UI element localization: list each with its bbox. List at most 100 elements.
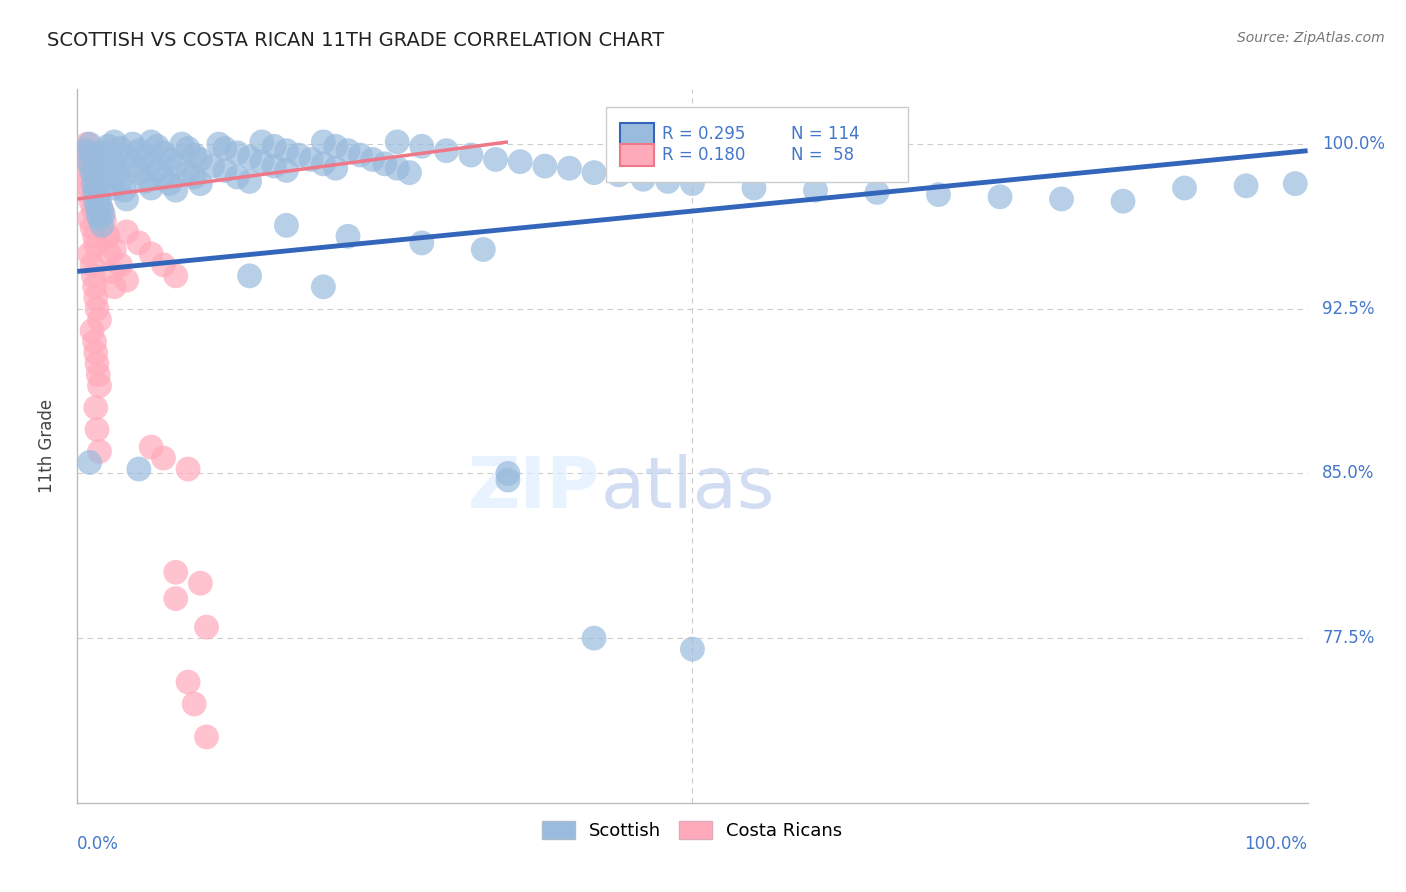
Point bbox=[165, 183, 187, 197]
Point bbox=[97, 229, 120, 244]
FancyBboxPatch shape bbox=[606, 107, 908, 182]
Point bbox=[79, 247, 101, 261]
Point bbox=[558, 161, 581, 176]
Point bbox=[77, 186, 100, 200]
Point bbox=[82, 148, 104, 162]
Point bbox=[1174, 181, 1197, 195]
Point bbox=[633, 172, 655, 186]
Point bbox=[89, 312, 111, 326]
Point bbox=[96, 229, 118, 244]
Point bbox=[183, 148, 205, 162]
Point bbox=[103, 135, 125, 149]
Point bbox=[86, 423, 108, 437]
Point bbox=[83, 280, 105, 294]
Point bbox=[385, 135, 409, 149]
Point bbox=[188, 576, 212, 591]
Point bbox=[804, 183, 827, 197]
Point bbox=[83, 334, 105, 349]
Point bbox=[82, 154, 104, 169]
Point bbox=[152, 145, 174, 160]
Text: atlas: atlas bbox=[600, 454, 775, 524]
Point bbox=[101, 264, 124, 278]
Point bbox=[82, 202, 104, 217]
Point bbox=[385, 161, 409, 176]
Text: 0.0%: 0.0% bbox=[77, 835, 120, 853]
Point bbox=[82, 324, 104, 338]
Point bbox=[159, 177, 181, 191]
Point bbox=[312, 135, 335, 149]
Point bbox=[312, 280, 335, 294]
Point bbox=[195, 730, 218, 744]
Point bbox=[82, 220, 104, 235]
Point bbox=[177, 141, 200, 155]
Point bbox=[312, 157, 335, 171]
Point bbox=[84, 194, 107, 209]
Point bbox=[141, 247, 163, 261]
Point bbox=[87, 187, 110, 202]
Point bbox=[276, 144, 298, 158]
Point bbox=[177, 166, 200, 180]
Point bbox=[96, 154, 118, 169]
Point bbox=[98, 163, 121, 178]
Point bbox=[128, 235, 150, 250]
Point bbox=[226, 145, 249, 160]
Point bbox=[82, 268, 104, 283]
Point bbox=[349, 148, 371, 162]
Point bbox=[103, 280, 125, 294]
Point bbox=[472, 243, 495, 257]
Point bbox=[299, 153, 322, 167]
Point bbox=[165, 268, 187, 283]
Point bbox=[263, 139, 285, 153]
Text: 11th Grade: 11th Grade bbox=[38, 399, 56, 493]
Point bbox=[89, 378, 111, 392]
Point bbox=[165, 159, 187, 173]
Point bbox=[988, 190, 1011, 204]
Point bbox=[583, 166, 606, 180]
Point bbox=[534, 159, 557, 173]
Point bbox=[177, 462, 200, 476]
Point bbox=[75, 153, 97, 167]
Point bbox=[87, 207, 110, 221]
Point bbox=[80, 194, 103, 209]
Point bbox=[183, 697, 205, 711]
Point bbox=[583, 631, 606, 645]
Point bbox=[86, 201, 108, 215]
Point bbox=[657, 174, 679, 188]
Point bbox=[110, 141, 132, 155]
Point bbox=[97, 139, 120, 153]
Point bbox=[134, 174, 156, 188]
Point bbox=[1284, 177, 1306, 191]
Point bbox=[112, 183, 135, 197]
Point bbox=[250, 135, 273, 149]
Point bbox=[177, 675, 200, 690]
Text: N = 114: N = 114 bbox=[792, 125, 859, 143]
Point bbox=[607, 168, 630, 182]
Point bbox=[496, 467, 519, 481]
Point bbox=[128, 144, 150, 158]
Point bbox=[90, 219, 114, 233]
Text: Source: ZipAtlas.com: Source: ZipAtlas.com bbox=[1237, 31, 1385, 45]
Point bbox=[75, 177, 97, 191]
Text: ZIP: ZIP bbox=[468, 454, 600, 524]
Point bbox=[496, 473, 519, 487]
FancyBboxPatch shape bbox=[620, 145, 654, 166]
Point bbox=[436, 144, 458, 158]
Text: 92.5%: 92.5% bbox=[1323, 300, 1375, 318]
Point bbox=[93, 214, 115, 228]
Point bbox=[239, 268, 262, 283]
Point bbox=[1234, 178, 1257, 193]
Point bbox=[263, 159, 285, 173]
Point bbox=[460, 148, 482, 162]
Text: R = 0.180: R = 0.180 bbox=[662, 146, 745, 164]
Point bbox=[165, 591, 187, 606]
Point bbox=[276, 219, 298, 233]
Point bbox=[115, 273, 138, 287]
Text: 100.0%: 100.0% bbox=[1323, 135, 1385, 153]
Point bbox=[866, 186, 889, 200]
Text: 77.5%: 77.5% bbox=[1323, 629, 1375, 647]
Point bbox=[79, 157, 101, 171]
Point bbox=[86, 301, 108, 316]
Point bbox=[411, 235, 433, 250]
Point bbox=[411, 139, 433, 153]
Point bbox=[103, 181, 125, 195]
